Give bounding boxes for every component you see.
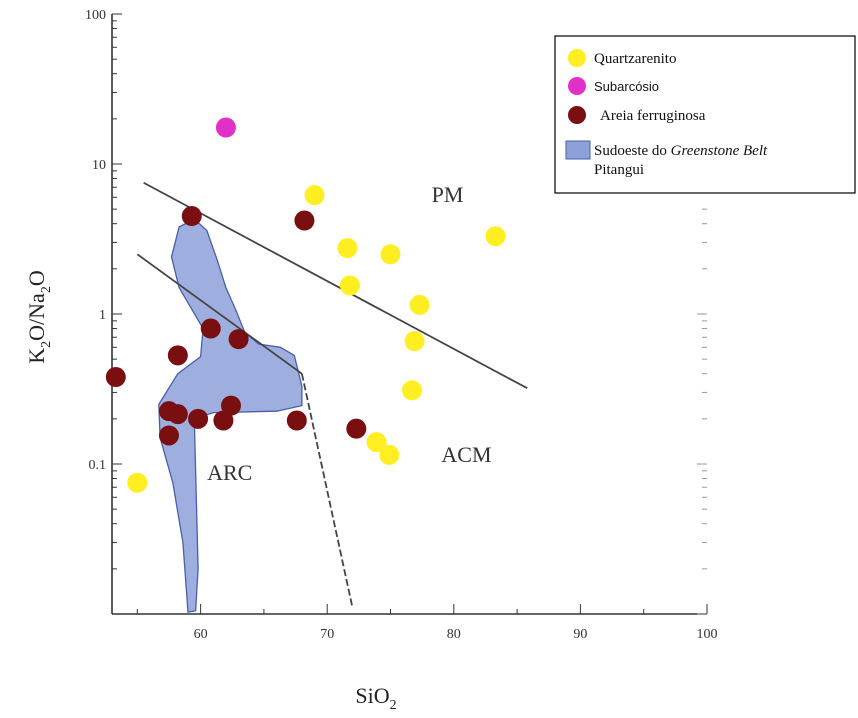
legend-label-3: Areia ferruginosa (600, 108, 706, 124)
legend-marker-polygon (565, 140, 591, 160)
y-tick-label: 0.1 (89, 458, 107, 473)
field-label-arc: ARC (207, 460, 252, 485)
point-areia-ferruginosa (228, 329, 249, 350)
boundary-line-1 (143, 181, 528, 390)
legend-marker-1 (568, 49, 586, 67)
polygon-layer (158, 218, 303, 613)
point-quartzarenito (380, 244, 401, 265)
point-areia-ferruginosa (294, 210, 315, 231)
point-quartzarenito (404, 331, 425, 352)
y-tick-label: 1 (99, 308, 106, 323)
legend-box (554, 35, 856, 194)
point-quartzarenito (340, 275, 360, 296)
x-tick-label: 100 (697, 627, 718, 642)
point-subarc-sio (215, 117, 236, 138)
boundary-line-2 (136, 253, 303, 375)
point-quartzarenito (485, 226, 506, 247)
data-points (105, 117, 506, 493)
plot-area: 100 10 1 0.1 60 70 80 90 100 PM ACM ARC (85, 8, 718, 642)
point-quartzarenito (304, 185, 325, 206)
point-areia-ferruginosa (286, 410, 307, 431)
point-areia-ferruginosa (181, 206, 202, 227)
point-areia-ferruginosa (346, 418, 367, 439)
boundary-lines (136, 181, 528, 608)
greenstone-polygon (158, 218, 303, 613)
y-tick-label: 10 (92, 158, 106, 173)
field-label-pm: PM (432, 182, 464, 207)
point-quartzarenito (366, 432, 387, 453)
point-areia-ferruginosa (158, 425, 179, 446)
legend-marker-3 (568, 106, 586, 124)
legend-label-polygon: Sudoeste do Greenstone Belt (594, 143, 768, 159)
x-tick-label: 80 (447, 627, 461, 642)
y-axis-title: K2O/Na2O (24, 270, 54, 363)
legend-label-2: Subarcósio (594, 79, 659, 94)
legend: Quartzarenito Subarcósio Areia ferruginosa… (554, 35, 856, 194)
axes: 100 10 1 0.1 60 70 80 90 100 (85, 8, 718, 642)
point-quartzarenito (379, 444, 400, 465)
x-tick-label: 90 (573, 627, 587, 642)
legend-label-polygon-line2: Pitangui (594, 162, 644, 178)
point-areia-ferruginosa (221, 395, 241, 416)
x-tick-label: 60 (194, 627, 208, 642)
field-label-acm: ACM (441, 442, 491, 467)
field-labels: PM ACM ARC (207, 182, 491, 485)
legend-marker-2 (568, 77, 586, 95)
point-quartzarenito (127, 472, 148, 493)
point-areia-ferruginosa (200, 318, 221, 339)
point-quartzarenito (402, 380, 423, 401)
point-quartzarenito (409, 294, 430, 315)
point-quartzarenito (337, 238, 358, 259)
point-areia-ferruginosa (213, 410, 234, 431)
point-areia-ferruginosa (167, 345, 188, 366)
point-areia-ferruginosa (167, 404, 188, 425)
x-tick-label: 70 (320, 627, 334, 642)
y-tick-label: 100 (85, 8, 106, 23)
boundary-line-3 (301, 373, 354, 608)
legend-label-1: Quartzarenito (594, 51, 676, 67)
x-axis-title: SiO2 (355, 683, 396, 713)
point-areia-ferruginosa (188, 408, 209, 429)
point-areia-ferruginosa (105, 367, 126, 388)
